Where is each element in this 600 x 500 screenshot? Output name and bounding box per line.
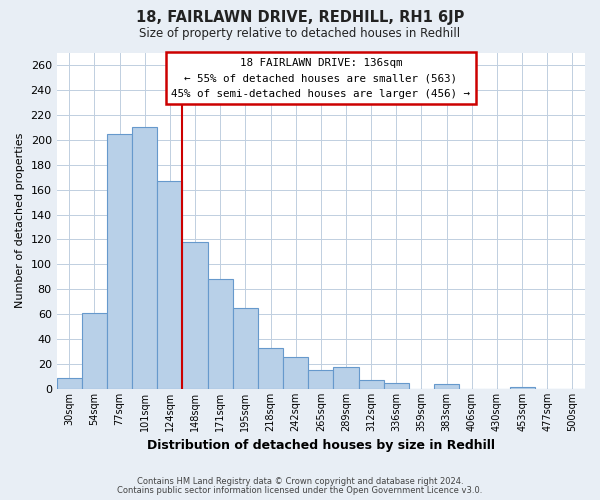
X-axis label: Distribution of detached houses by size in Redhill: Distribution of detached houses by size … (147, 440, 495, 452)
Bar (384, 383, 409, 389)
Bar (434, 384, 459, 389)
Text: 18 FAIRLAWN DRIVE: 136sqm
← 55% of detached houses are smaller (563)
45% of semi: 18 FAIRLAWN DRIVE: 136sqm ← 55% of detac… (172, 58, 470, 98)
Bar (56, 378, 82, 389)
Text: Size of property relative to detached houses in Redhill: Size of property relative to detached ho… (139, 28, 461, 40)
Bar (132, 128, 157, 389)
Bar (182, 242, 208, 389)
Bar (157, 181, 182, 389)
Bar (258, 348, 283, 389)
Bar (208, 280, 233, 389)
Bar (283, 356, 308, 389)
Bar (334, 366, 359, 389)
Bar (308, 370, 334, 389)
Text: 18, FAIRLAWN DRIVE, REDHILL, RH1 6JP: 18, FAIRLAWN DRIVE, REDHILL, RH1 6JP (136, 10, 464, 25)
Text: Contains HM Land Registry data © Crown copyright and database right 2024.: Contains HM Land Registry data © Crown c… (137, 477, 463, 486)
Text: Contains public sector information licensed under the Open Government Licence v3: Contains public sector information licen… (118, 486, 482, 495)
Y-axis label: Number of detached properties: Number of detached properties (15, 133, 25, 308)
Bar (82, 313, 107, 389)
Bar (509, 386, 535, 389)
Bar (107, 134, 132, 389)
Bar (359, 380, 384, 389)
Bar (233, 308, 258, 389)
